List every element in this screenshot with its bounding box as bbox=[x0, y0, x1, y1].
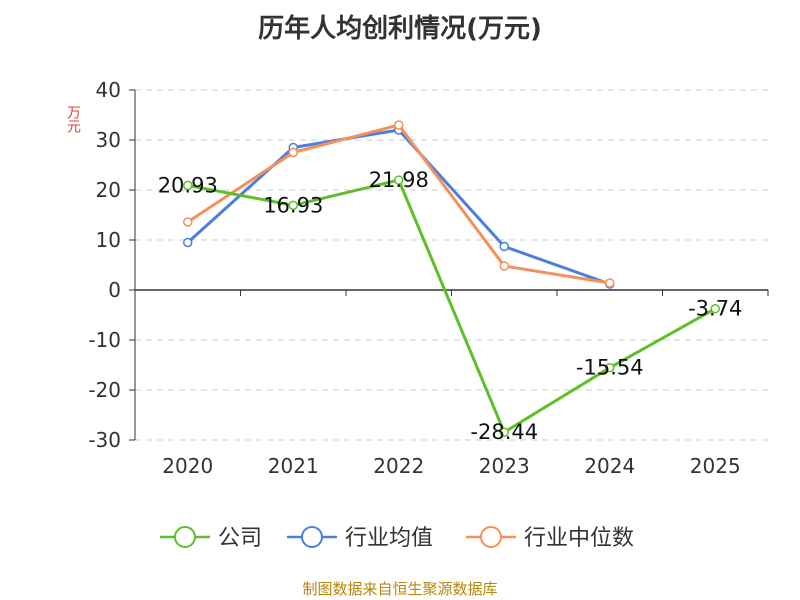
y-tick-label: 0 bbox=[108, 278, 121, 302]
legend-label: 公司 bbox=[218, 526, 262, 551]
series-line-2 bbox=[186, 123, 610, 285]
data-label: 20.93 bbox=[158, 173, 218, 197]
data-point bbox=[183, 217, 193, 227]
legend-label: 行业均值 bbox=[345, 526, 433, 551]
legend-marker bbox=[301, 526, 323, 548]
data-label: -15.54 bbox=[576, 356, 644, 380]
data-point bbox=[183, 180, 193, 191]
data-point bbox=[499, 427, 509, 437]
data-point bbox=[394, 120, 404, 130]
source-note: 制图数据来自恒生聚源数据库 bbox=[302, 580, 498, 598]
y-tick-label: -10 bbox=[88, 328, 121, 352]
series-line-0 bbox=[187, 178, 716, 434]
data-point bbox=[288, 200, 298, 211]
data-point bbox=[499, 241, 509, 252]
data-point bbox=[288, 147, 298, 158]
y-tick-label: 20 bbox=[96, 178, 121, 202]
y-tick-label: 10 bbox=[96, 228, 121, 252]
x-tick-label: 2020 bbox=[162, 454, 213, 478]
x-tick-label: 2024 bbox=[584, 454, 635, 478]
data-label: 16.93 bbox=[263, 193, 323, 217]
data-point bbox=[605, 278, 615, 288]
y-axis-unit-label: 万元 bbox=[65, 105, 81, 133]
data-label: -28.44 bbox=[470, 420, 538, 444]
data-point bbox=[499, 261, 509, 271]
x-tick-label: 2025 bbox=[690, 454, 741, 478]
data-point bbox=[183, 237, 193, 248]
data-label: -3.74 bbox=[688, 297, 742, 321]
x-tick-label: 2021 bbox=[268, 454, 319, 478]
legend-marker bbox=[174, 526, 196, 548]
y-tick-label: -20 bbox=[88, 378, 121, 402]
y-tick-label: 30 bbox=[96, 128, 121, 152]
legend-marker bbox=[480, 526, 502, 548]
chart-title: 历年人均创利情况(万元) bbox=[258, 14, 542, 44]
legend-label: 行业中位数 bbox=[524, 526, 634, 551]
y-tick-label: -30 bbox=[88, 428, 121, 452]
series-line-1 bbox=[186, 128, 611, 286]
y-tick-label: 40 bbox=[96, 78, 121, 102]
x-tick-label: 2022 bbox=[373, 454, 424, 478]
data-point bbox=[394, 175, 404, 185]
x-tick-label: 2023 bbox=[479, 454, 530, 478]
data-label: 21.98 bbox=[369, 168, 429, 192]
data-point bbox=[605, 362, 615, 373]
data-point bbox=[710, 303, 720, 314]
